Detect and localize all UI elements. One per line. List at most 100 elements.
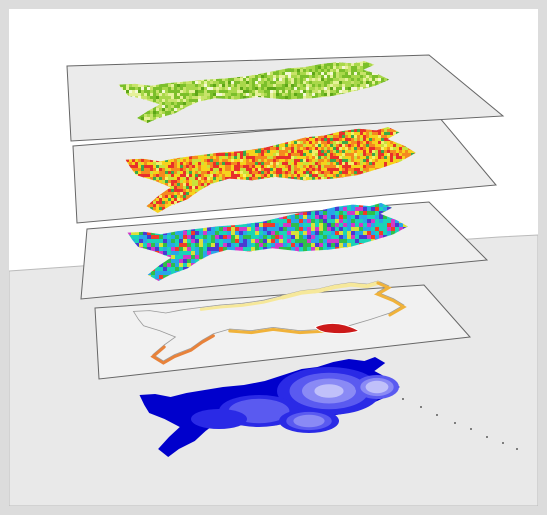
raster-cell: [299, 235, 304, 240]
raster-cell: [211, 247, 216, 252]
raster-cell: [343, 203, 348, 208]
raster-cell: [258, 210, 262, 213]
raster-cell: [283, 227, 288, 232]
raster-cell: [270, 162, 274, 166]
raster-cell: [279, 210, 283, 213]
raster-cell: [369, 147, 373, 151]
raster-cell: [342, 156, 346, 160]
raster-cell: [369, 165, 373, 169]
raster-cell: [132, 159, 136, 163]
raster-cell: [324, 177, 328, 181]
raster-cell: [295, 207, 300, 212]
raster-cell: [372, 162, 376, 166]
raster-cell: [297, 204, 301, 208]
raster-cell: [249, 168, 253, 172]
raster-cell: [243, 159, 247, 163]
raster-cell: [324, 138, 328, 142]
raster-cell: [179, 267, 184, 272]
raster-cell: [237, 156, 241, 160]
raster-cell: [156, 198, 160, 202]
raster-cell: [189, 162, 193, 166]
raster-cell: [180, 165, 184, 169]
raster-cell: [247, 239, 252, 244]
raster-cell: [339, 203, 344, 208]
raster-cell: [211, 231, 216, 236]
raster-cell: [189, 186, 193, 190]
raster-cell: [291, 239, 296, 244]
raster-cell: [171, 198, 175, 202]
raster-cell: [339, 159, 343, 163]
raster-cell: [195, 186, 199, 190]
raster-cell: [225, 165, 229, 169]
raster-cell: [371, 235, 376, 240]
raster-cell: [393, 153, 397, 157]
raster-cell: [231, 153, 235, 157]
raster-cell: [228, 168, 232, 172]
raster-cell: [339, 147, 343, 151]
raster-cell: [143, 231, 148, 236]
raster-cell: [276, 174, 280, 178]
raster-cell: [156, 216, 160, 220]
raster-cell: [239, 211, 244, 216]
raster-cell: [393, 144, 397, 148]
raster-cell: [357, 129, 361, 133]
raster-cell: [336, 153, 340, 157]
raster-cell: [135, 231, 140, 236]
raster-cell: [318, 171, 322, 175]
raster-cell: [363, 231, 368, 236]
raster-cell: [343, 235, 348, 240]
raster-cell: [347, 243, 352, 248]
raster-cell: [247, 223, 252, 228]
raster-cell: [189, 216, 193, 220]
raster-cell: [383, 203, 388, 208]
island-point: [516, 448, 518, 450]
raster-cell: [234, 168, 238, 172]
raster-cell: [285, 147, 289, 151]
raster-cell: [348, 132, 352, 136]
raster-cell: [396, 156, 400, 160]
raster-cell: [351, 203, 356, 208]
raster-cell: [246, 150, 250, 154]
raster-cell: [399, 198, 403, 202]
raster-cell: [396, 198, 400, 202]
raster-cell: [327, 203, 332, 208]
raster-cell: [348, 165, 352, 169]
raster-cell: [150, 201, 154, 205]
raster-cell: [306, 168, 310, 172]
raster-cell: [258, 177, 262, 181]
raster-cell: [216, 165, 220, 169]
raster-cell: [147, 235, 152, 240]
raster-cell: [307, 219, 312, 224]
raster-cell: [155, 243, 160, 248]
raster-cell: [215, 247, 220, 252]
raster-cell: [303, 141, 307, 145]
raster-cell: [354, 162, 358, 166]
raster-cell: [207, 156, 211, 160]
raster-cell: [342, 171, 346, 175]
raster-cell: [216, 171, 220, 175]
raster-cell: [234, 171, 238, 175]
raster-cell: [330, 132, 334, 136]
raster-cell: [306, 147, 310, 151]
raster-cell: [335, 215, 340, 220]
raster-cell: [204, 168, 208, 172]
raster-cell: [177, 216, 181, 220]
raster-cell: [357, 171, 361, 175]
raster-cell: [360, 165, 364, 169]
raster-cell: [306, 141, 310, 145]
raster-cell: [297, 171, 301, 175]
raster-cell: [275, 219, 280, 224]
raster-cell: [267, 156, 271, 160]
raster-cell: [295, 247, 300, 252]
raster-cell: [299, 239, 304, 244]
raster-cell: [119, 219, 124, 224]
raster-cell: [251, 223, 256, 228]
raster-cell: [163, 215, 168, 220]
raster-cell: [129, 162, 133, 166]
map-viewport[interactable]: [9, 9, 538, 506]
raster-cell: [187, 247, 192, 252]
raster-cell: [300, 165, 304, 169]
raster-cell: [366, 141, 370, 145]
raster-cell: [342, 141, 346, 145]
raster-cell: [168, 195, 172, 199]
